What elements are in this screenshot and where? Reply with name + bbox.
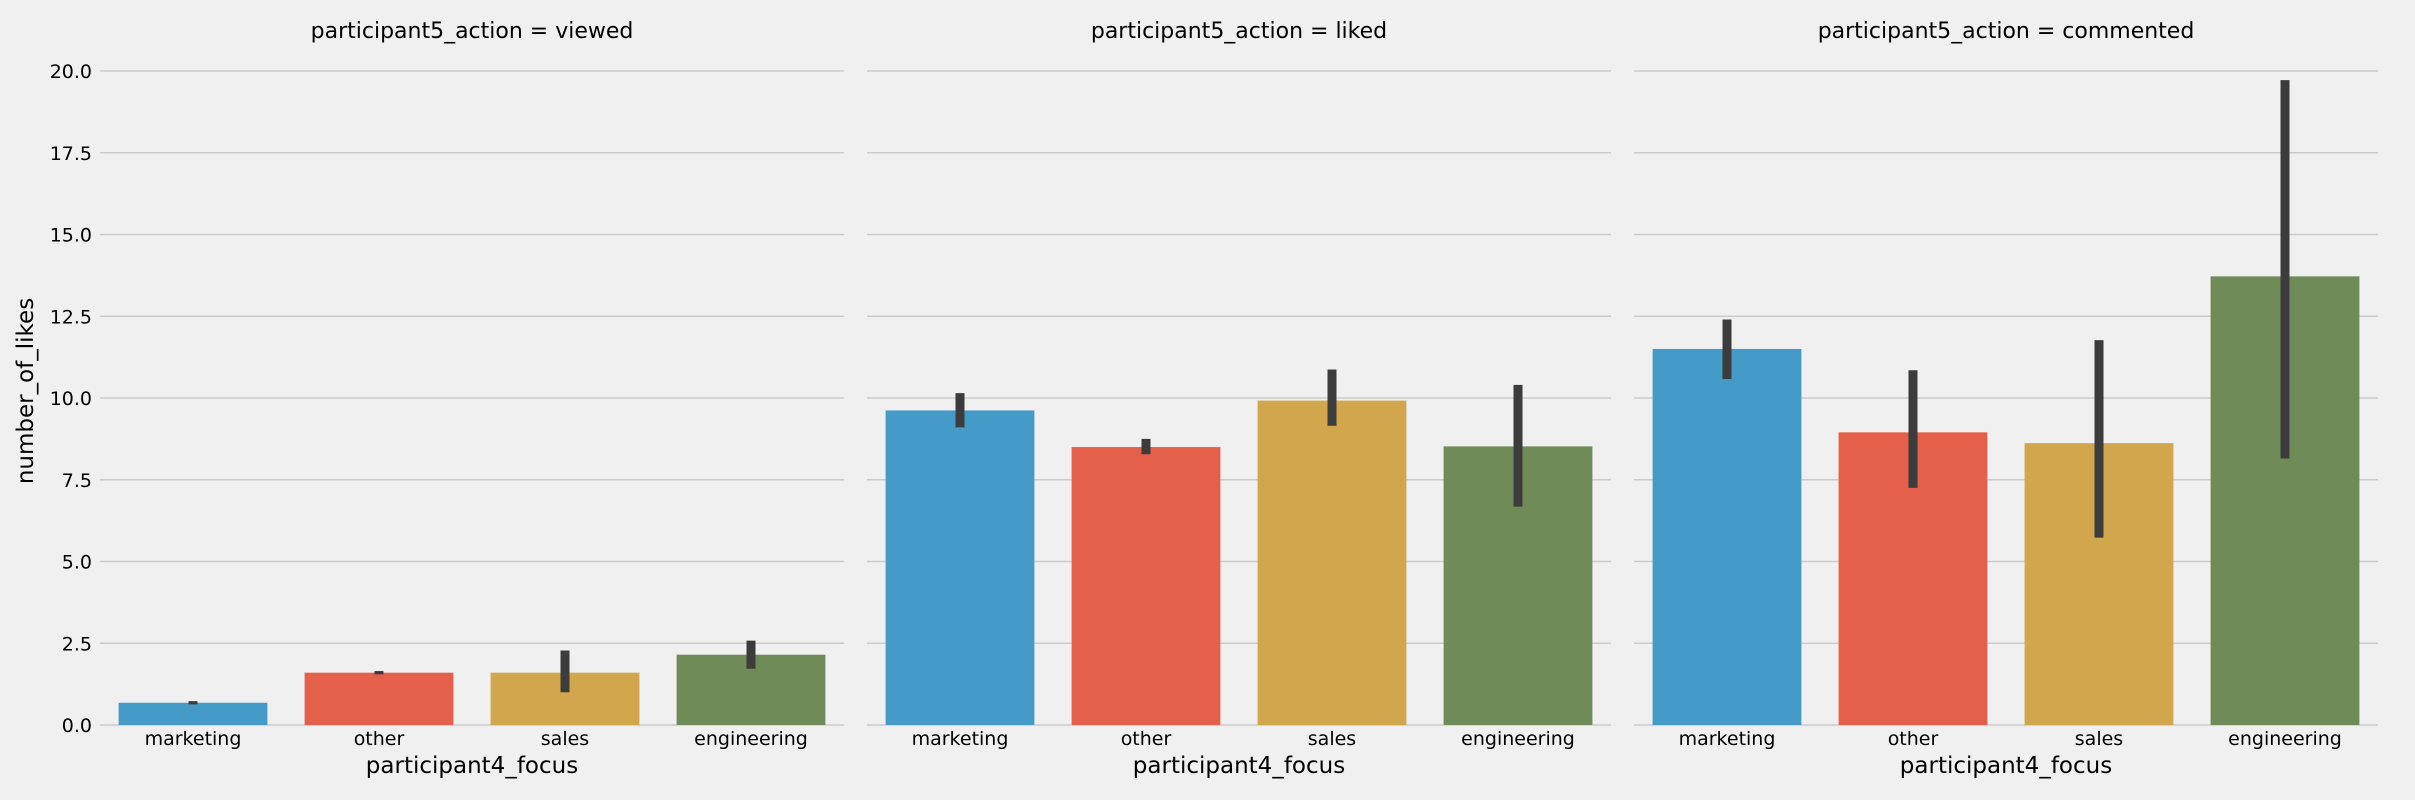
bar-marketing bbox=[118, 702, 268, 725]
x-axis-label: participant4_focus bbox=[1133, 753, 1345, 779]
y-tick-label: 2.5 bbox=[62, 633, 92, 655]
y-tick-label: 10.0 bbox=[50, 388, 92, 410]
y-axis-label: number_of_likes bbox=[13, 298, 39, 484]
x-tick-label: marketing bbox=[145, 728, 242, 750]
panel-0: 0.0 2.5 5.0 7.5 10.0 12.5 15.0 17.5 20.0 particip… bbox=[50, 19, 844, 779]
x-tick-label: marketing bbox=[1679, 728, 1776, 750]
x-tick-label: sales bbox=[2075, 728, 2123, 750]
x-axis-label: participant4_focus bbox=[1900, 753, 2112, 779]
x-tick-label: engineering bbox=[694, 728, 808, 750]
y-tick-label: 0.0 bbox=[62, 715, 92, 737]
x-tick-label: marketing bbox=[912, 728, 1009, 750]
bar-marketing bbox=[1652, 348, 1802, 725]
x-axis-label: participant4_focus bbox=[366, 753, 578, 779]
y-tick-label: 15.0 bbox=[50, 225, 92, 247]
x-tick-label: other bbox=[1888, 728, 1939, 750]
y-tick-label: 20.0 bbox=[50, 61, 92, 83]
panel-title: participant5_action = liked bbox=[1091, 19, 1387, 44]
y-tick-label: 5.0 bbox=[62, 552, 92, 574]
panel-1: participant5_action = liked marketing othe… bbox=[867, 19, 1611, 779]
x-tick-label: other bbox=[1121, 728, 1172, 750]
y-tick-label: 12.5 bbox=[50, 306, 92, 328]
bar-other bbox=[304, 672, 454, 725]
x-tick-label: engineering bbox=[2228, 728, 2342, 750]
x-tick-label: sales bbox=[541, 728, 589, 750]
x-tick-label: engineering bbox=[1461, 728, 1575, 750]
panel-title: participant5_action = commented bbox=[1818, 19, 2195, 44]
bar-other bbox=[1071, 447, 1221, 725]
y-tick-label: 17.5 bbox=[50, 143, 92, 165]
x-tick-label: other bbox=[354, 728, 405, 750]
x-tick-label: sales bbox=[1308, 728, 1356, 750]
chart-panels: 0.0 2.5 5.0 7.5 10.0 12.5 15.0 17.5 20.0 particip… bbox=[50, 19, 2378, 779]
y-tick-label: 7.5 bbox=[62, 470, 92, 492]
bar-marketing bbox=[885, 410, 1035, 725]
panel-2: participant5_action = commented marketing… bbox=[1634, 19, 2378, 779]
bar-sales bbox=[1257, 400, 1407, 725]
panel-title: participant5_action = viewed bbox=[311, 19, 634, 44]
